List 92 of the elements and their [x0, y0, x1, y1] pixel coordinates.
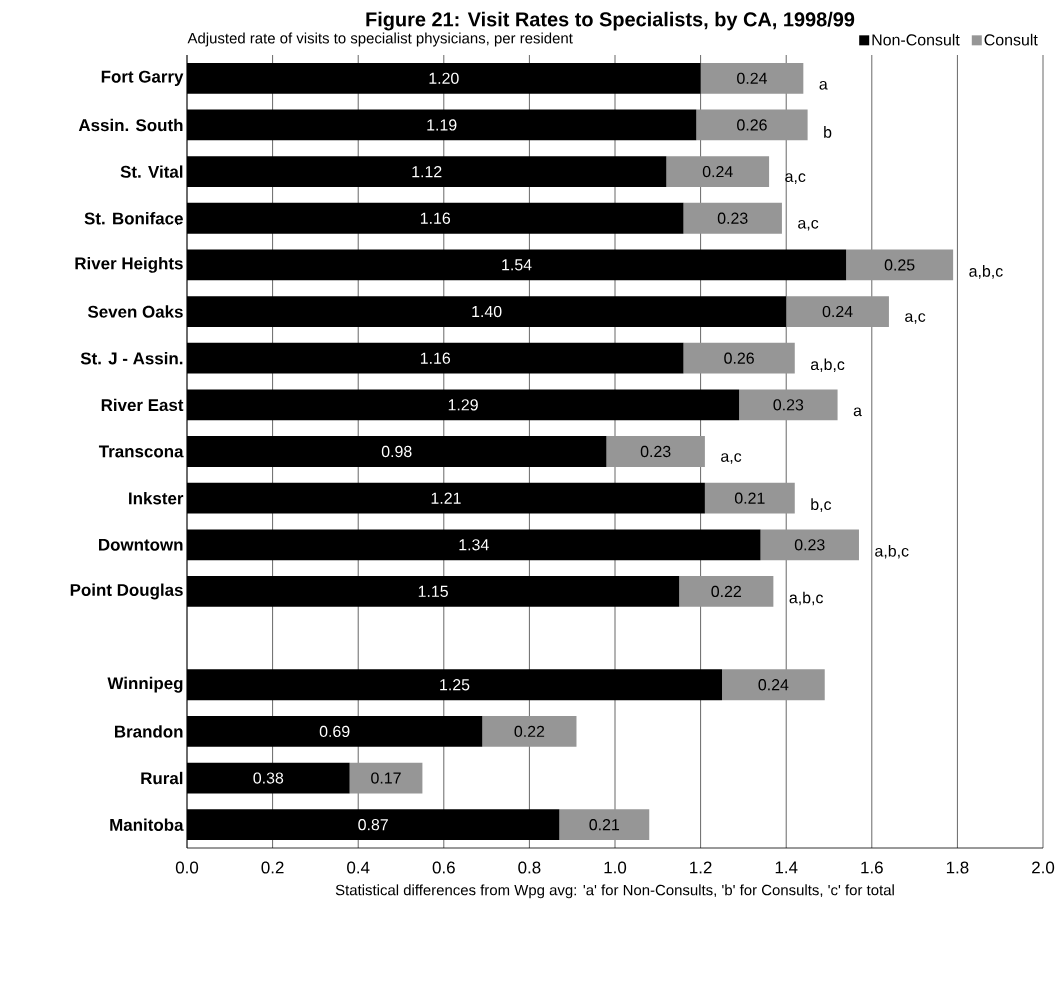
annotation: a,c: [785, 173, 806, 184]
x-tick-label: 1.2: [690, 861, 712, 874]
data-label: 1.34: [459, 539, 489, 551]
data-label: 0.21: [734, 492, 765, 504]
annotation: b: [824, 126, 832, 138]
data-label: 1.16: [420, 352, 451, 364]
legend-label: Consult: [984, 33, 1038, 46]
annotation: a,c: [721, 453, 742, 464]
bar: [482, 716, 577, 747]
annotation: a,b,c: [789, 591, 824, 606]
data-label: 1.40: [472, 305, 502, 318]
bar: [679, 576, 774, 607]
data-label: 1.29: [448, 399, 478, 411]
y-tick-label: Brandon: [115, 725, 183, 738]
legend-label: Non-Consult: [872, 33, 960, 46]
bar: [722, 669, 825, 701]
annotation: a,c: [905, 313, 926, 324]
x-tick-label: 1.6: [861, 861, 883, 874]
y-tick-label: Rural: [141, 771, 183, 785]
data-label: 1.15: [418, 585, 448, 597]
data-label: 0.24: [758, 679, 789, 691]
data-label: 0.23: [773, 399, 804, 411]
bar: [696, 109, 808, 141]
data-label: 0.69: [319, 725, 350, 738]
bar: [559, 809, 650, 841]
annotation: a,b,c: [810, 358, 845, 372]
data-label: 0.24: [822, 305, 853, 318]
y-tick-label: River Heights: [75, 256, 183, 273]
data-label: 1.20: [429, 72, 459, 84]
data-label: 0.98: [381, 445, 412, 458]
data-label: 0.17: [371, 772, 401, 784]
y-tick-label: Seven Oaks: [87, 305, 183, 318]
bar: [846, 249, 954, 281]
annotation: a,b,c: [875, 545, 909, 559]
data-label: 0.23: [640, 445, 671, 458]
annotation: a: [853, 407, 862, 417]
annotation: a,b,c: [969, 265, 1003, 279]
annotation: b,c: [811, 498, 832, 512]
bar: [786, 296, 889, 327]
bar: [760, 529, 859, 561]
x-tick-label: 0.2: [261, 861, 284, 874]
data-label: 0.23: [717, 212, 748, 224]
data-label: 1.21: [431, 492, 461, 504]
y-tick-label: St. Vital: [120, 165, 183, 178]
x-tick-label: 0.4: [347, 861, 370, 874]
data-label: 0.26: [724, 352, 754, 364]
bar: [683, 202, 782, 234]
y-tick-label: Winnipeg: [107, 676, 183, 693]
bar: [666, 156, 770, 188]
y-tick-label: Point Douglas: [70, 583, 183, 600]
y-tick-label: Manitoba: [110, 818, 184, 831]
data-label: 1.54: [502, 259, 532, 271]
data-label: 0.23: [794, 539, 825, 551]
y-tick-label: Transcona: [98, 445, 184, 458]
data-label: 0.21: [589, 819, 620, 831]
x-tick-label: 2.0: [1032, 861, 1055, 874]
chart-subtitle: Adjusted rate of visits to specialist physicians, per resident: [187, 32, 573, 47]
x-tick-label: 1.8: [946, 861, 969, 874]
annotation: a: [819, 80, 828, 90]
x-tick-label: 0.6: [432, 861, 455, 874]
bar: [349, 762, 423, 794]
data-label: 0.26: [737, 119, 767, 131]
x-tick-label: 1.4: [775, 861, 798, 874]
y-tick-label: Downtown: [99, 538, 183, 551]
y-tick-label: Fort Garry: [101, 70, 184, 86]
data-label: 0.22: [514, 725, 545, 738]
y-tick-label: Inkster: [129, 491, 184, 505]
x-tick-label: 0.0: [175, 861, 199, 874]
data-label: 0.22: [711, 585, 741, 598]
y-tick-label: St. Boniface: [84, 212, 183, 225]
annotation: a,c: [798, 219, 819, 231]
data-label: 0.24: [702, 165, 733, 178]
data-label: 1.19: [427, 119, 457, 131]
bar: [739, 389, 838, 421]
data-label: 1.25: [440, 679, 470, 691]
data-label: 0.87: [358, 819, 388, 831]
data-label: 0.38: [253, 772, 284, 784]
x-axis-title: Statistical differences from Wpg avg: 'a' for Non-Consults, 'b' for Consults, 'c' for total: [335, 884, 894, 899]
bar: [683, 342, 795, 374]
bar: [700, 62, 804, 94]
data-label: 1.12: [412, 166, 442, 178]
bar: [606, 436, 705, 467]
x-tick-label: 0.8: [518, 861, 541, 874]
data-label: 1.16: [420, 212, 451, 224]
y-tick-label: River East: [101, 398, 184, 412]
y-tick-label: Assin. South: [78, 118, 183, 132]
x-tick-label: 1.0: [604, 861, 627, 874]
data-label: 0.24: [737, 72, 767, 84]
y-tick-label: St. J - Assin.: [80, 352, 183, 365]
data-label: 0.25: [884, 259, 915, 271]
bar: [704, 482, 795, 514]
chart-title: Figure 21: Visit Rates to Specialists, by CA, 1998/99: [366, 11, 855, 31]
